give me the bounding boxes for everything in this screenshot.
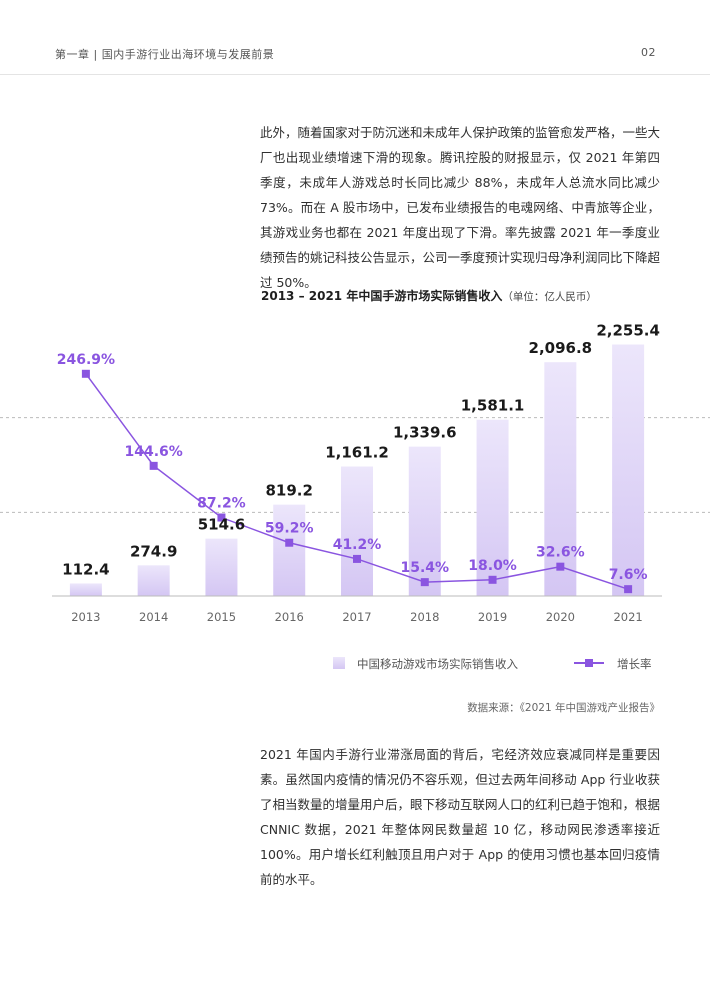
closing-paragraph: 2021 年国内手游行业滞涨局面的背后，宅经济效应衰减同样是重要因素。虽然国内疫…: [260, 742, 660, 892]
x-tick-2020: 2020: [546, 610, 575, 624]
revenue-label-2019: 1,581.1: [461, 397, 525, 415]
intro-paragraph-text: 此外，随着国家对于防沉迷和未成年人保护政策的监管愈发严格，一些大厂也出现业绩增速…: [260, 125, 661, 290]
growth-point-2017: [353, 554, 361, 563]
growth-point-2014: [149, 461, 158, 470]
growth-label-2020: 32.6%: [536, 545, 585, 561]
growth-point-2021: [624, 585, 633, 594]
legend-bar-swatch: [333, 657, 345, 669]
revenue-bar-2020: [544, 362, 577, 596]
growth-line: [81, 369, 633, 594]
growth-label-2021: 7.6%: [609, 567, 648, 583]
x-axis: 2013 2014 2015 2016 2017 2018 2019 2020 2021: [52, 595, 662, 624]
legend-revenue-label: 中国移动游戏市场实际销售收入: [357, 657, 518, 671]
revenue-growth-chart: 2013 2014 2015 2016 2017 2018 2019 2020 2021 112…: [0, 322, 710, 624]
growth-point-2013: [81, 369, 90, 378]
growth-label-2014: 144.6%: [125, 444, 183, 460]
legend-line-marker: [585, 659, 593, 667]
x-tick-2019: 2019: [478, 610, 507, 624]
revenue-label-2018: 1,339.6: [393, 424, 457, 442]
x-tick-2015: 2015: [207, 610, 236, 624]
chart-unit: （单位：亿人民币）: [502, 291, 597, 303]
revenue-bars: [69, 344, 645, 596]
revenue-label-2013: 112.4: [62, 560, 109, 578]
growth-label-2015: 87.2%: [197, 496, 246, 512]
growth-label-2019: 18.0%: [468, 558, 517, 574]
growth-point-2019: [488, 575, 497, 584]
revenue-bar-2013: [69, 583, 102, 596]
legend-growth-label: 增长率: [617, 657, 652, 671]
revenue-bar-2017: [341, 466, 373, 596]
growth-point-2018: [420, 578, 429, 587]
page-number: 02: [641, 46, 656, 59]
x-tick-2017: 2017: [342, 610, 371, 624]
revenue-bar-2016: [273, 504, 306, 596]
revenue-label-2020: 2,096.8: [529, 339, 593, 357]
growth-label-2018: 15.4%: [400, 560, 449, 576]
revenue-bar-2019: [476, 419, 509, 596]
growth-label-2016: 59.2%: [265, 521, 314, 537]
x-tick-2018: 2018: [410, 610, 439, 624]
x-tick-2014: 2014: [139, 610, 168, 624]
growth-point-2016: [285, 538, 294, 547]
chapter-title: 第一章 | 国内手游行业出海环境与发展前景: [55, 48, 275, 61]
chart-title-text: 2013 – 2021 年中国手游市场实际销售收入: [261, 289, 503, 303]
x-tick-2021: 2021: [613, 610, 642, 624]
revenue-bar-2014: [137, 565, 170, 596]
growth-label-2017: 41.2%: [333, 537, 382, 553]
revenue-label-2015: 514.6: [198, 516, 245, 534]
closing-paragraph-text: 2021 年国内手游行业滞涨局面的背后，宅经济效应衰减同样是重要因素。虽然国内疫…: [260, 747, 661, 887]
revenue-label-2021: 2,255.4: [596, 322, 660, 340]
revenue-bar-2015: [205, 538, 238, 596]
revenue-label-2016: 819.2: [265, 482, 312, 500]
revenue-bar-2018: [408, 446, 441, 596]
growth-point-2015: [217, 513, 226, 522]
x-tick-2016: 2016: [275, 610, 304, 624]
revenue-label-2014: 274.9: [130, 542, 177, 560]
revenue-bar-2021: [612, 344, 645, 596]
x-tick-2013: 2013: [71, 610, 100, 624]
growth-point-2020: [556, 562, 565, 571]
header-divider: [0, 74, 710, 75]
intro-paragraph: 此外，随着国家对于防沉迷和未成年人保护政策的监管愈发严格，一些大厂也出现业绩增速…: [260, 120, 660, 295]
revenue-label-2017: 1,161.2: [325, 444, 389, 462]
data-source: 数据来源：《2021 年中国游戏产业报告》: [467, 702, 660, 714]
chart-title: 2013 – 2021 年中国手游市场实际销售收入（单位：亿人民币）: [261, 287, 597, 304]
growth-label-2013: 246.9%: [57, 352, 115, 368]
data-labels: 112.4 274.9 514.6 819.2 1,161.21,339.61,581.…: [57, 322, 660, 584]
